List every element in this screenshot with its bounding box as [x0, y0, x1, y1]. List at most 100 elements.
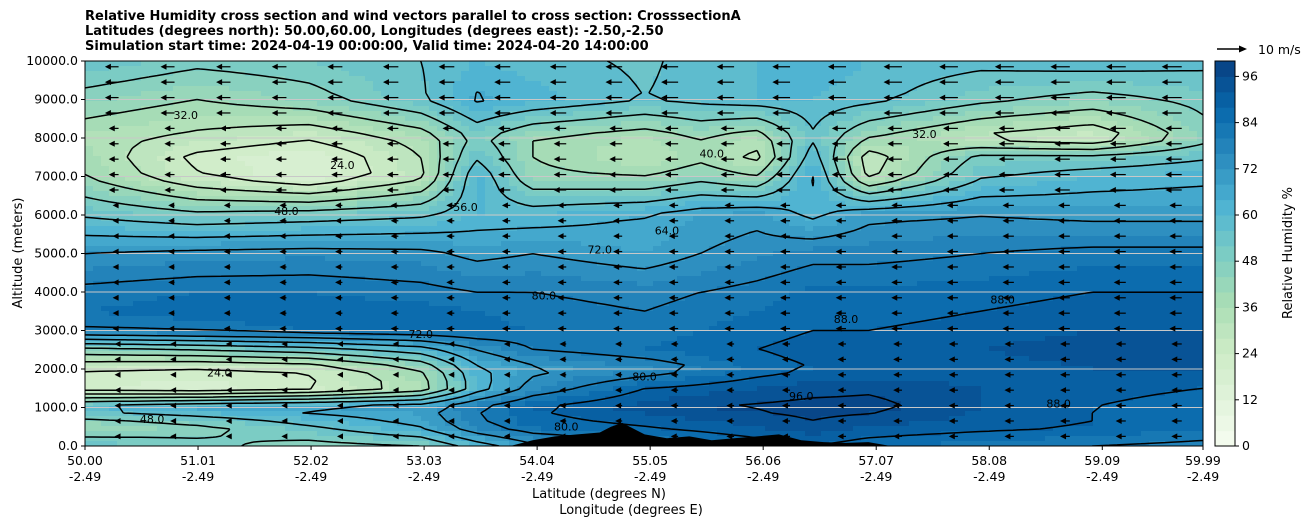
heat-cell: [253, 61, 262, 67]
heat-cell: [469, 256, 478, 262]
heat-cell: [453, 221, 462, 227]
heat-cell: [533, 341, 542, 347]
heat-cell: [301, 66, 310, 72]
heat-cell: [133, 371, 142, 377]
heat-cell: [485, 246, 494, 252]
heat-cell: [429, 431, 438, 437]
heat-cell: [365, 436, 374, 442]
heat-cell: [101, 296, 110, 302]
heat-cell: [501, 71, 510, 77]
heat-cell: [301, 126, 310, 132]
heat-cell: [389, 61, 398, 67]
heat-cell: [397, 186, 406, 192]
heat-cell: [501, 161, 510, 167]
heat-cell: [421, 121, 430, 127]
heat-cell: [549, 231, 558, 237]
heat-cell: [405, 111, 414, 117]
heat-cell: [533, 376, 542, 382]
heat-cell: [93, 121, 102, 127]
heat-cell: [573, 121, 582, 127]
heat-cell: [445, 266, 454, 272]
heat-cell: [325, 431, 334, 437]
heat-cell: [349, 111, 358, 117]
heat-cell: [365, 356, 374, 362]
heat-cell: [381, 376, 390, 382]
heat-cell: [597, 166, 606, 172]
heat-cell: [509, 201, 518, 207]
heat-cell: [437, 121, 446, 127]
heat-cell: [381, 81, 390, 87]
rh-filled-contours: [85, 61, 1203, 446]
heat-cell: [381, 151, 390, 157]
heat-cell: [485, 201, 494, 207]
heat-cell: [245, 216, 254, 222]
heat-cell: [197, 276, 206, 282]
heat-cell: [437, 331, 446, 337]
heat-cell: [317, 381, 326, 387]
heat-cell: [269, 296, 278, 302]
heat-cell: [309, 266, 318, 272]
heat-cell: [381, 396, 390, 402]
heat-cell: [589, 396, 598, 402]
heat-cell: [517, 81, 526, 87]
heat-cell: [205, 426, 214, 432]
heat-cell: [373, 301, 382, 307]
heat-cell: [253, 421, 262, 427]
heat-cell: [245, 136, 254, 142]
heat-cell: [245, 181, 254, 187]
heat-cell: [165, 116, 174, 122]
heat-cell: [421, 161, 430, 167]
heat-cell: [461, 311, 470, 317]
heat-cell: [485, 361, 494, 367]
heat-cell: [517, 416, 526, 422]
heat-cell: [405, 66, 414, 72]
heat-cell: [397, 266, 406, 272]
heat-cell: [133, 211, 142, 217]
heat-cell: [365, 61, 374, 67]
heat-cell: [173, 236, 182, 242]
heat-cell: [549, 376, 558, 382]
heat-cell: [173, 141, 182, 147]
heat-cell: [117, 216, 126, 222]
heat-cell: [581, 361, 590, 367]
heat-cell: [261, 131, 270, 137]
heat-cell: [405, 121, 414, 127]
heat-cell: [125, 401, 134, 407]
heat-cell: [501, 211, 510, 217]
heat-cell: [93, 291, 102, 297]
heat-cell: [213, 331, 222, 337]
heat-cell: [509, 116, 518, 122]
heat-cell: [157, 261, 166, 267]
heat-cell: [261, 261, 270, 267]
heat-cell: [421, 211, 430, 217]
heat-cell: [461, 221, 470, 227]
heat-cell: [317, 421, 326, 427]
heat-cell: [477, 211, 486, 217]
heat-cell: [125, 86, 134, 92]
heat-cell: [397, 376, 406, 382]
heat-cell: [245, 331, 254, 337]
heat-cell: [421, 316, 430, 322]
heat-cell: [421, 131, 430, 137]
heat-cell: [405, 331, 414, 337]
heat-cell: [445, 306, 454, 312]
heat-cell: [509, 381, 518, 387]
heat-cell: [309, 166, 318, 172]
heat-cell: [173, 76, 182, 82]
heat-cell: [557, 246, 566, 252]
heat-cell: [589, 191, 598, 197]
heat-cell: [101, 116, 110, 122]
heat-cell: [261, 421, 270, 427]
heat-cell: [437, 421, 446, 427]
heat-cell: [165, 351, 174, 357]
heat-cell: [213, 436, 222, 442]
heat-cell: [469, 221, 478, 227]
heat-cell: [333, 181, 342, 187]
heat-cell: [149, 291, 158, 297]
heat-cell: [357, 431, 366, 437]
heat-cell: [557, 161, 566, 167]
heat-cell: [261, 391, 270, 397]
heat-cell: [269, 311, 278, 317]
heat-cell: [429, 376, 438, 382]
heat-cell: [485, 221, 494, 227]
